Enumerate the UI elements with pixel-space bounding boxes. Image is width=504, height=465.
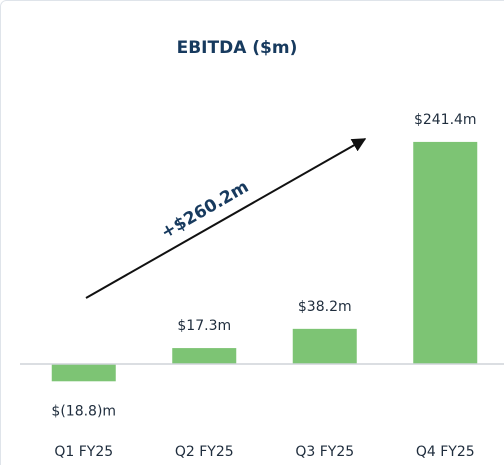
bar bbox=[172, 348, 237, 364]
value-label: $38.2m bbox=[298, 299, 352, 315]
chart-title: EBITDA ($m) bbox=[177, 38, 298, 58]
value-label: $17.3m bbox=[177, 318, 231, 334]
x-tick-label: Q3 FY25 bbox=[295, 444, 354, 460]
value-label: $241.4m bbox=[414, 112, 477, 128]
bar bbox=[413, 141, 478, 364]
value-label: $(18.8)m bbox=[51, 403, 116, 419]
x-tick-label: Q1 FY25 bbox=[54, 444, 113, 460]
arrow bbox=[85, 138, 367, 299]
x-tick-label: Q2 FY25 bbox=[175, 444, 234, 460]
bar bbox=[292, 328, 357, 364]
x-tick-label: Q4 FY25 bbox=[416, 444, 475, 460]
bar bbox=[51, 364, 116, 382]
